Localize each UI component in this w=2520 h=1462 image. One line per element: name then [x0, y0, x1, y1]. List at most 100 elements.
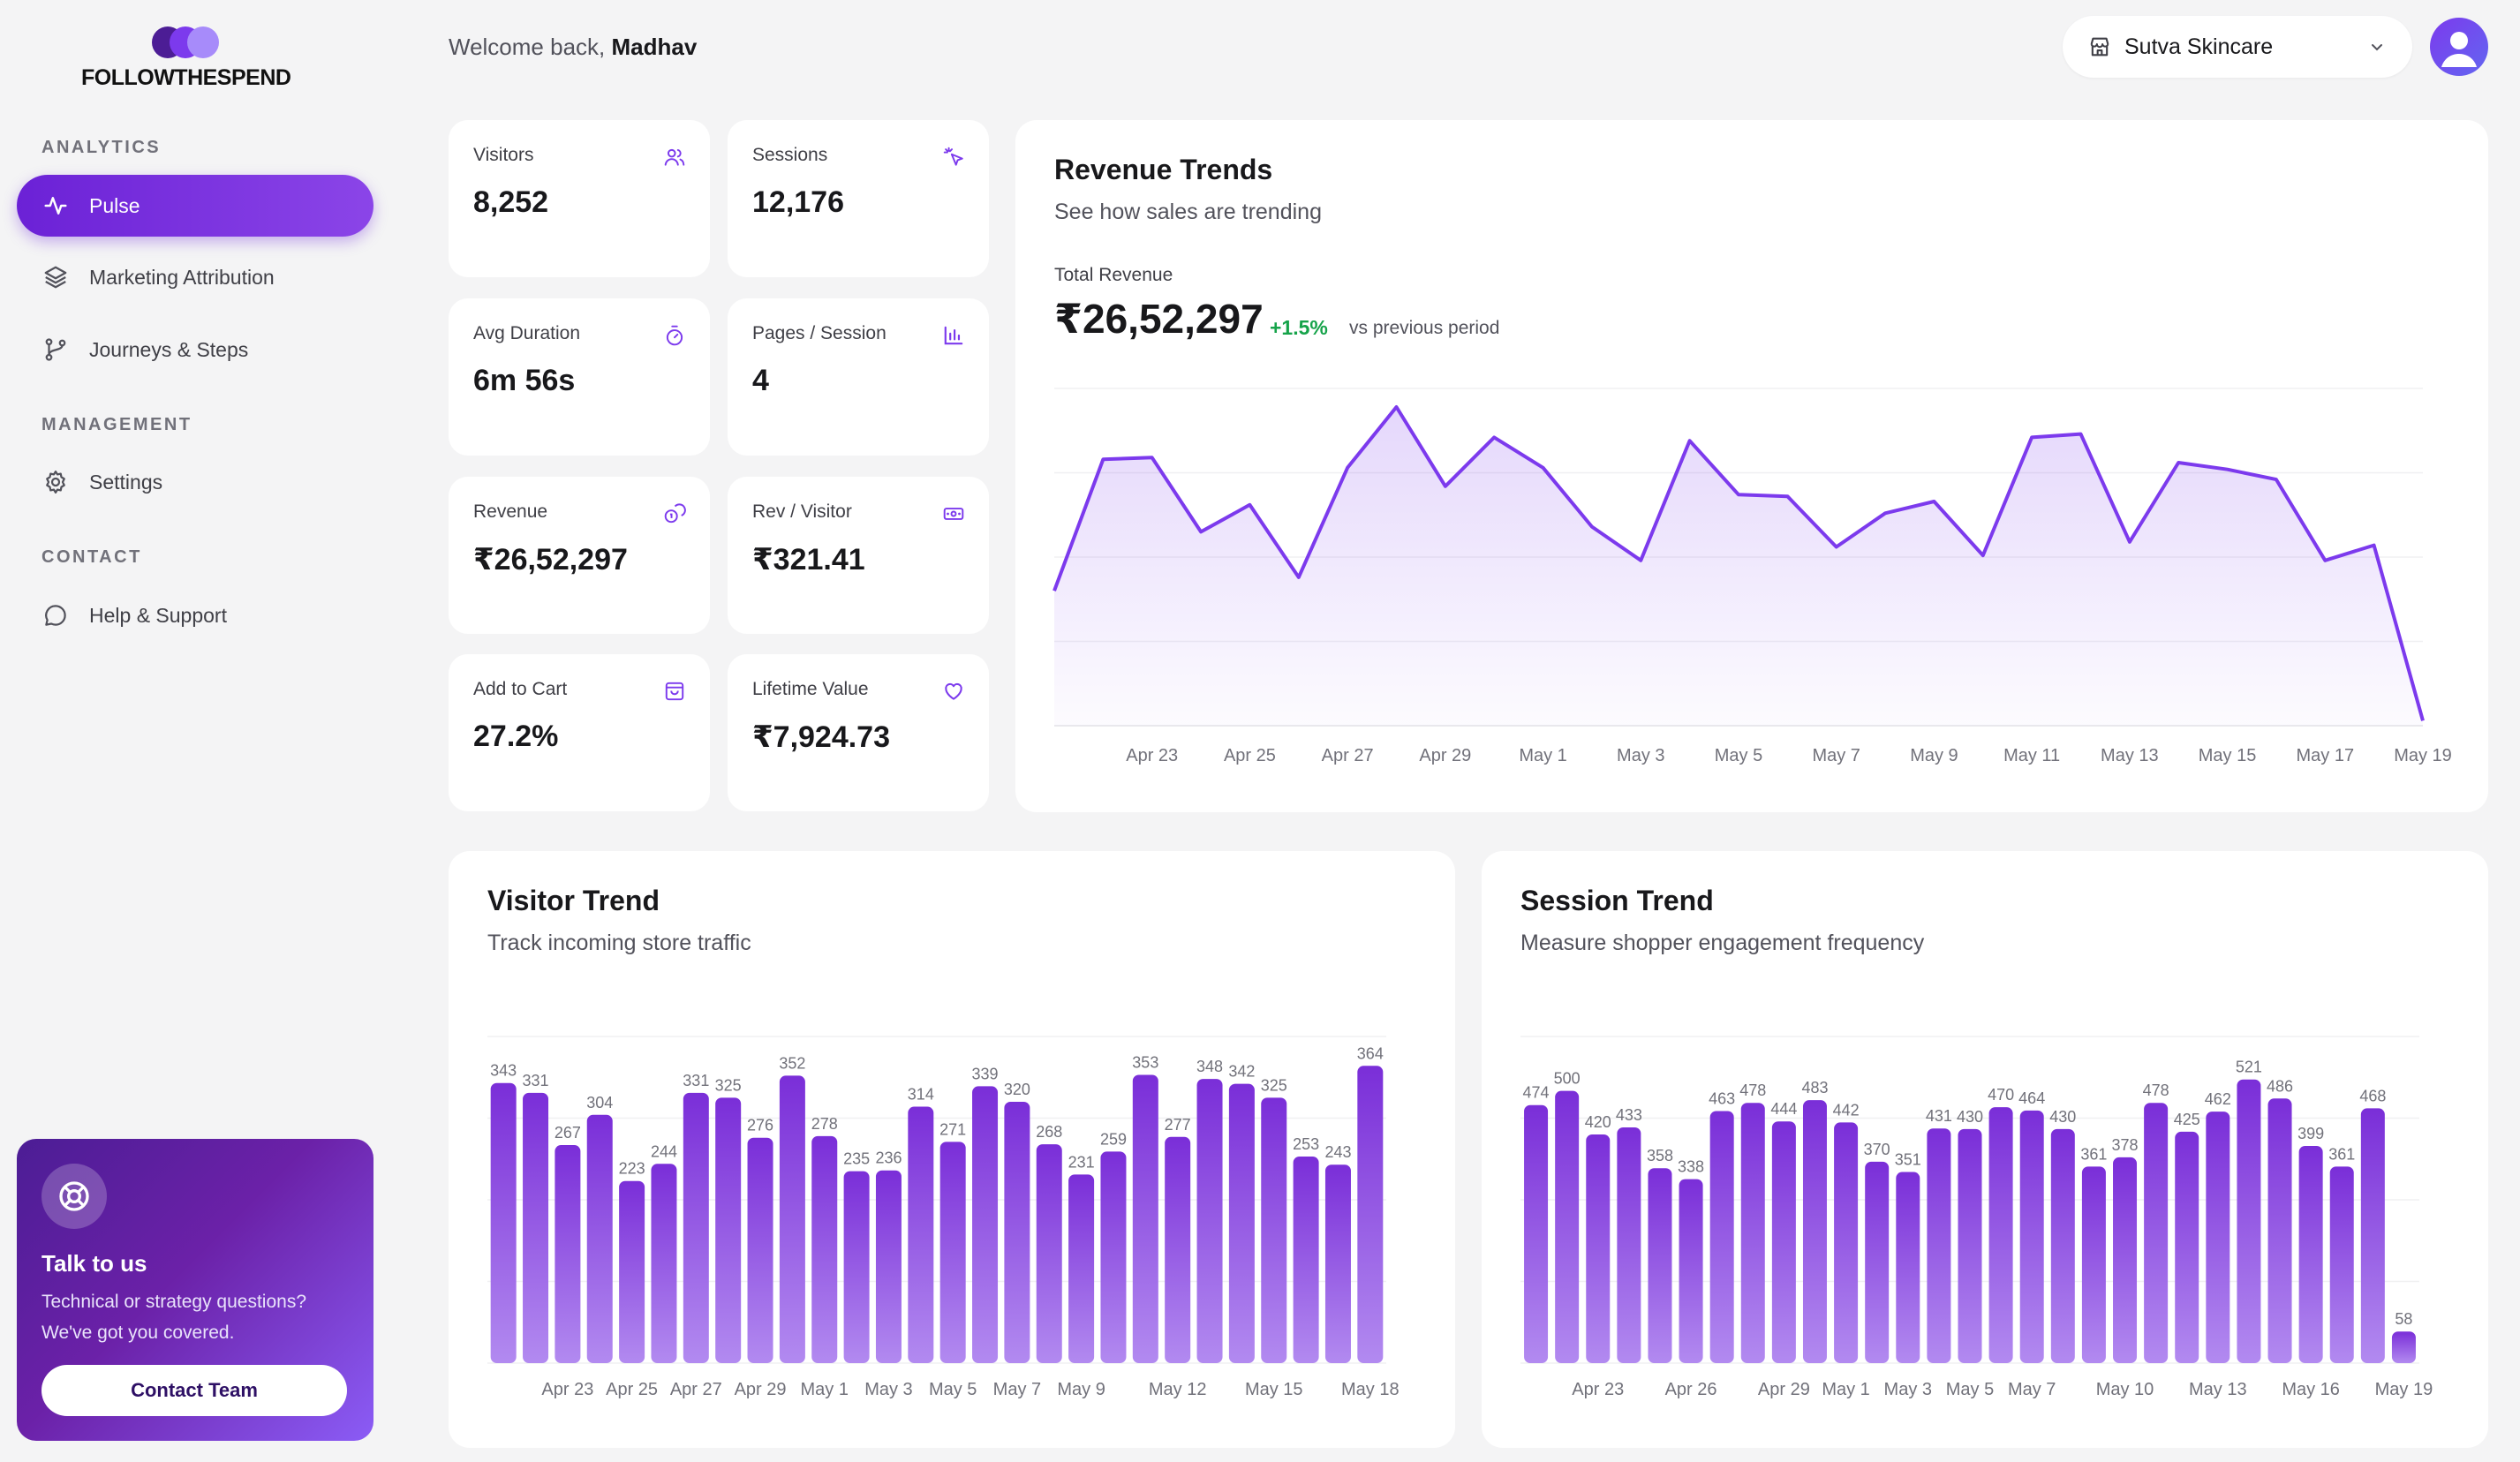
- contact-team-button[interactable]: Contact Team: [41, 1365, 347, 1416]
- bar-value-label: 236: [875, 1149, 902, 1167]
- store-name: Sutva Skincare: [2124, 34, 2274, 59]
- logo-dot: [187, 26, 219, 58]
- bar: [555, 1145, 581, 1363]
- bar: [972, 1086, 999, 1363]
- x-tick-label: May 16: [2282, 1380, 2340, 1399]
- panel-subtitle: Measure shopper engagement frequency: [1520, 931, 1925, 955]
- panel-subtitle: Track incoming store traffic: [487, 931, 751, 955]
- bar-value-label: 358: [1647, 1147, 1673, 1164]
- bar-value-label: 244: [651, 1142, 677, 1160]
- bar: [1802, 1100, 1827, 1363]
- x-tick-label: May 11: [2003, 746, 2060, 765]
- bar-value-label: 464: [2018, 1089, 2045, 1107]
- timer-icon: [662, 323, 687, 348]
- bar: [1196, 1079, 1223, 1363]
- x-tick-label: May 7: [2008, 1380, 2056, 1399]
- sidebar-item-label: Help & Support: [89, 603, 227, 627]
- banknote-icon: [941, 501, 966, 526]
- bar-value-label: 268: [1036, 1123, 1062, 1141]
- metric-card-visitors: Visitors 8,252: [449, 120, 710, 277]
- bar-value-label: 339: [972, 1065, 999, 1082]
- session-trend-panel: Session Trend Measure shopper engagement…: [1482, 851, 2488, 1448]
- bar: [1771, 1121, 1796, 1363]
- revenue-chart: Apr 23 Apr 25 Apr 27 Apr 29 May 1 May 3 May 5 M…: [1053, 388, 2452, 765]
- bar: [2019, 1110, 2044, 1363]
- x-tick-label: May 9: [1057, 1380, 1105, 1399]
- x-tick-label: May 15: [1245, 1380, 1303, 1399]
- metric-card-lifetime-value: Lifetime Value ₹7,924.73: [728, 654, 989, 811]
- bar: [2050, 1128, 2075, 1363]
- bar: [811, 1135, 838, 1363]
- bar-value-label: 325: [715, 1076, 742, 1094]
- bar-value-label: 463: [1709, 1089, 1735, 1107]
- bar-chart-icon: [941, 323, 966, 348]
- bar-value-label: 361: [2080, 1145, 2107, 1163]
- chevron-down-icon: [2366, 36, 2388, 57]
- bar: [1004, 1102, 1030, 1363]
- metric-card-revenue: Revenue ₹26,52,297: [449, 477, 710, 634]
- x-tick-label: May 13: [2101, 746, 2159, 765]
- bar-value-label: 276: [747, 1117, 773, 1134]
- bar-value-label: 433: [1616, 1106, 1642, 1124]
- bar-value-label: 521: [2236, 1059, 2262, 1076]
- sidebar-item-help-support[interactable]: Help & Support: [17, 584, 373, 646]
- bar: [2113, 1157, 2138, 1363]
- bar: [1958, 1128, 1982, 1363]
- sidebar-item-pulse[interactable]: Pulse: [17, 175, 373, 237]
- lifebuoy-icon: [41, 1164, 107, 1229]
- bar-value-label: 348: [1196, 1058, 1223, 1075]
- bar: [1100, 1151, 1127, 1363]
- bar-value-label: 474: [1523, 1084, 1550, 1102]
- bar-value-label: 259: [1100, 1130, 1127, 1148]
- x-tick-label: May 3: [1884, 1380, 1932, 1399]
- metric-card-avg-duration: Avg Duration 6m 56s: [449, 298, 710, 456]
- metric-label: Add to Cart: [473, 679, 568, 699]
- x-tick-label: Apr 25: [1224, 746, 1276, 765]
- x-tick-label: May 7: [993, 1380, 1041, 1399]
- bar-value-label: 478: [2143, 1081, 2169, 1099]
- bar-value-label: 442: [1833, 1101, 1860, 1119]
- bar: [1524, 1104, 1549, 1363]
- avatar[interactable]: [2430, 18, 2488, 76]
- sidebar-item-settings[interactable]: Settings: [17, 451, 373, 513]
- bar-value-label: 331: [523, 1072, 549, 1089]
- x-tick-label: Apr 29: [1419, 746, 1471, 765]
- sidebar-item-label: Marketing Attribution: [89, 265, 275, 289]
- bar-value-label: 500: [1554, 1070, 1581, 1088]
- store-selector[interactable]: Sutva Skincare: [2063, 16, 2412, 78]
- bar: [2391, 1331, 2416, 1363]
- bar-value-label: 331: [683, 1072, 709, 1089]
- sidebar-item-label: Journeys & Steps: [89, 337, 249, 361]
- x-tick-label: Apr 26: [1665, 1380, 1717, 1399]
- sidebar-item-journeys-steps[interactable]: Journeys & Steps: [17, 319, 373, 381]
- bar: [1896, 1172, 1920, 1363]
- bar: [1324, 1164, 1351, 1363]
- bar: [2298, 1145, 2323, 1363]
- x-tick-label: May 3: [1617, 746, 1664, 765]
- nav-section-contact: CONTACT: [41, 547, 142, 567]
- sidebar-item-marketing-attribution[interactable]: Marketing Attribution: [17, 246, 373, 308]
- x-tick-label: Apr 27: [670, 1380, 722, 1399]
- bar-value-label: 420: [1585, 1113, 1611, 1131]
- bar: [1132, 1074, 1158, 1363]
- bar: [1834, 1122, 1859, 1363]
- bar: [875, 1170, 902, 1363]
- brand-logo[interactable]: FOLLOWTHESPEND: [81, 25, 311, 91]
- pulse-icon: [41, 192, 70, 220]
- panel-title: Session Trend: [1520, 885, 1714, 916]
- x-tick-label: May 1: [1822, 1380, 1869, 1399]
- talk-card-title: Talk to us: [41, 1250, 147, 1277]
- logo-mark: [152, 25, 311, 60]
- bar-value-label: 271: [939, 1120, 966, 1138]
- bar-value-label: 378: [2111, 1136, 2138, 1154]
- bar-value-label: 320: [1004, 1081, 1030, 1098]
- x-tick-label: May 9: [1910, 746, 1958, 765]
- bar-value-label: 352: [779, 1054, 805, 1072]
- bar-value-label: 243: [1324, 1143, 1351, 1161]
- x-tick-label: Apr 29: [735, 1380, 787, 1399]
- bar: [908, 1106, 934, 1363]
- nav-section-analytics: ANALYTICS: [41, 138, 162, 157]
- bar: [1357, 1066, 1384, 1363]
- talk-card-description: Technical or strategy questions? We've g…: [41, 1292, 306, 1343]
- metric-value: 27.2%: [473, 720, 559, 753]
